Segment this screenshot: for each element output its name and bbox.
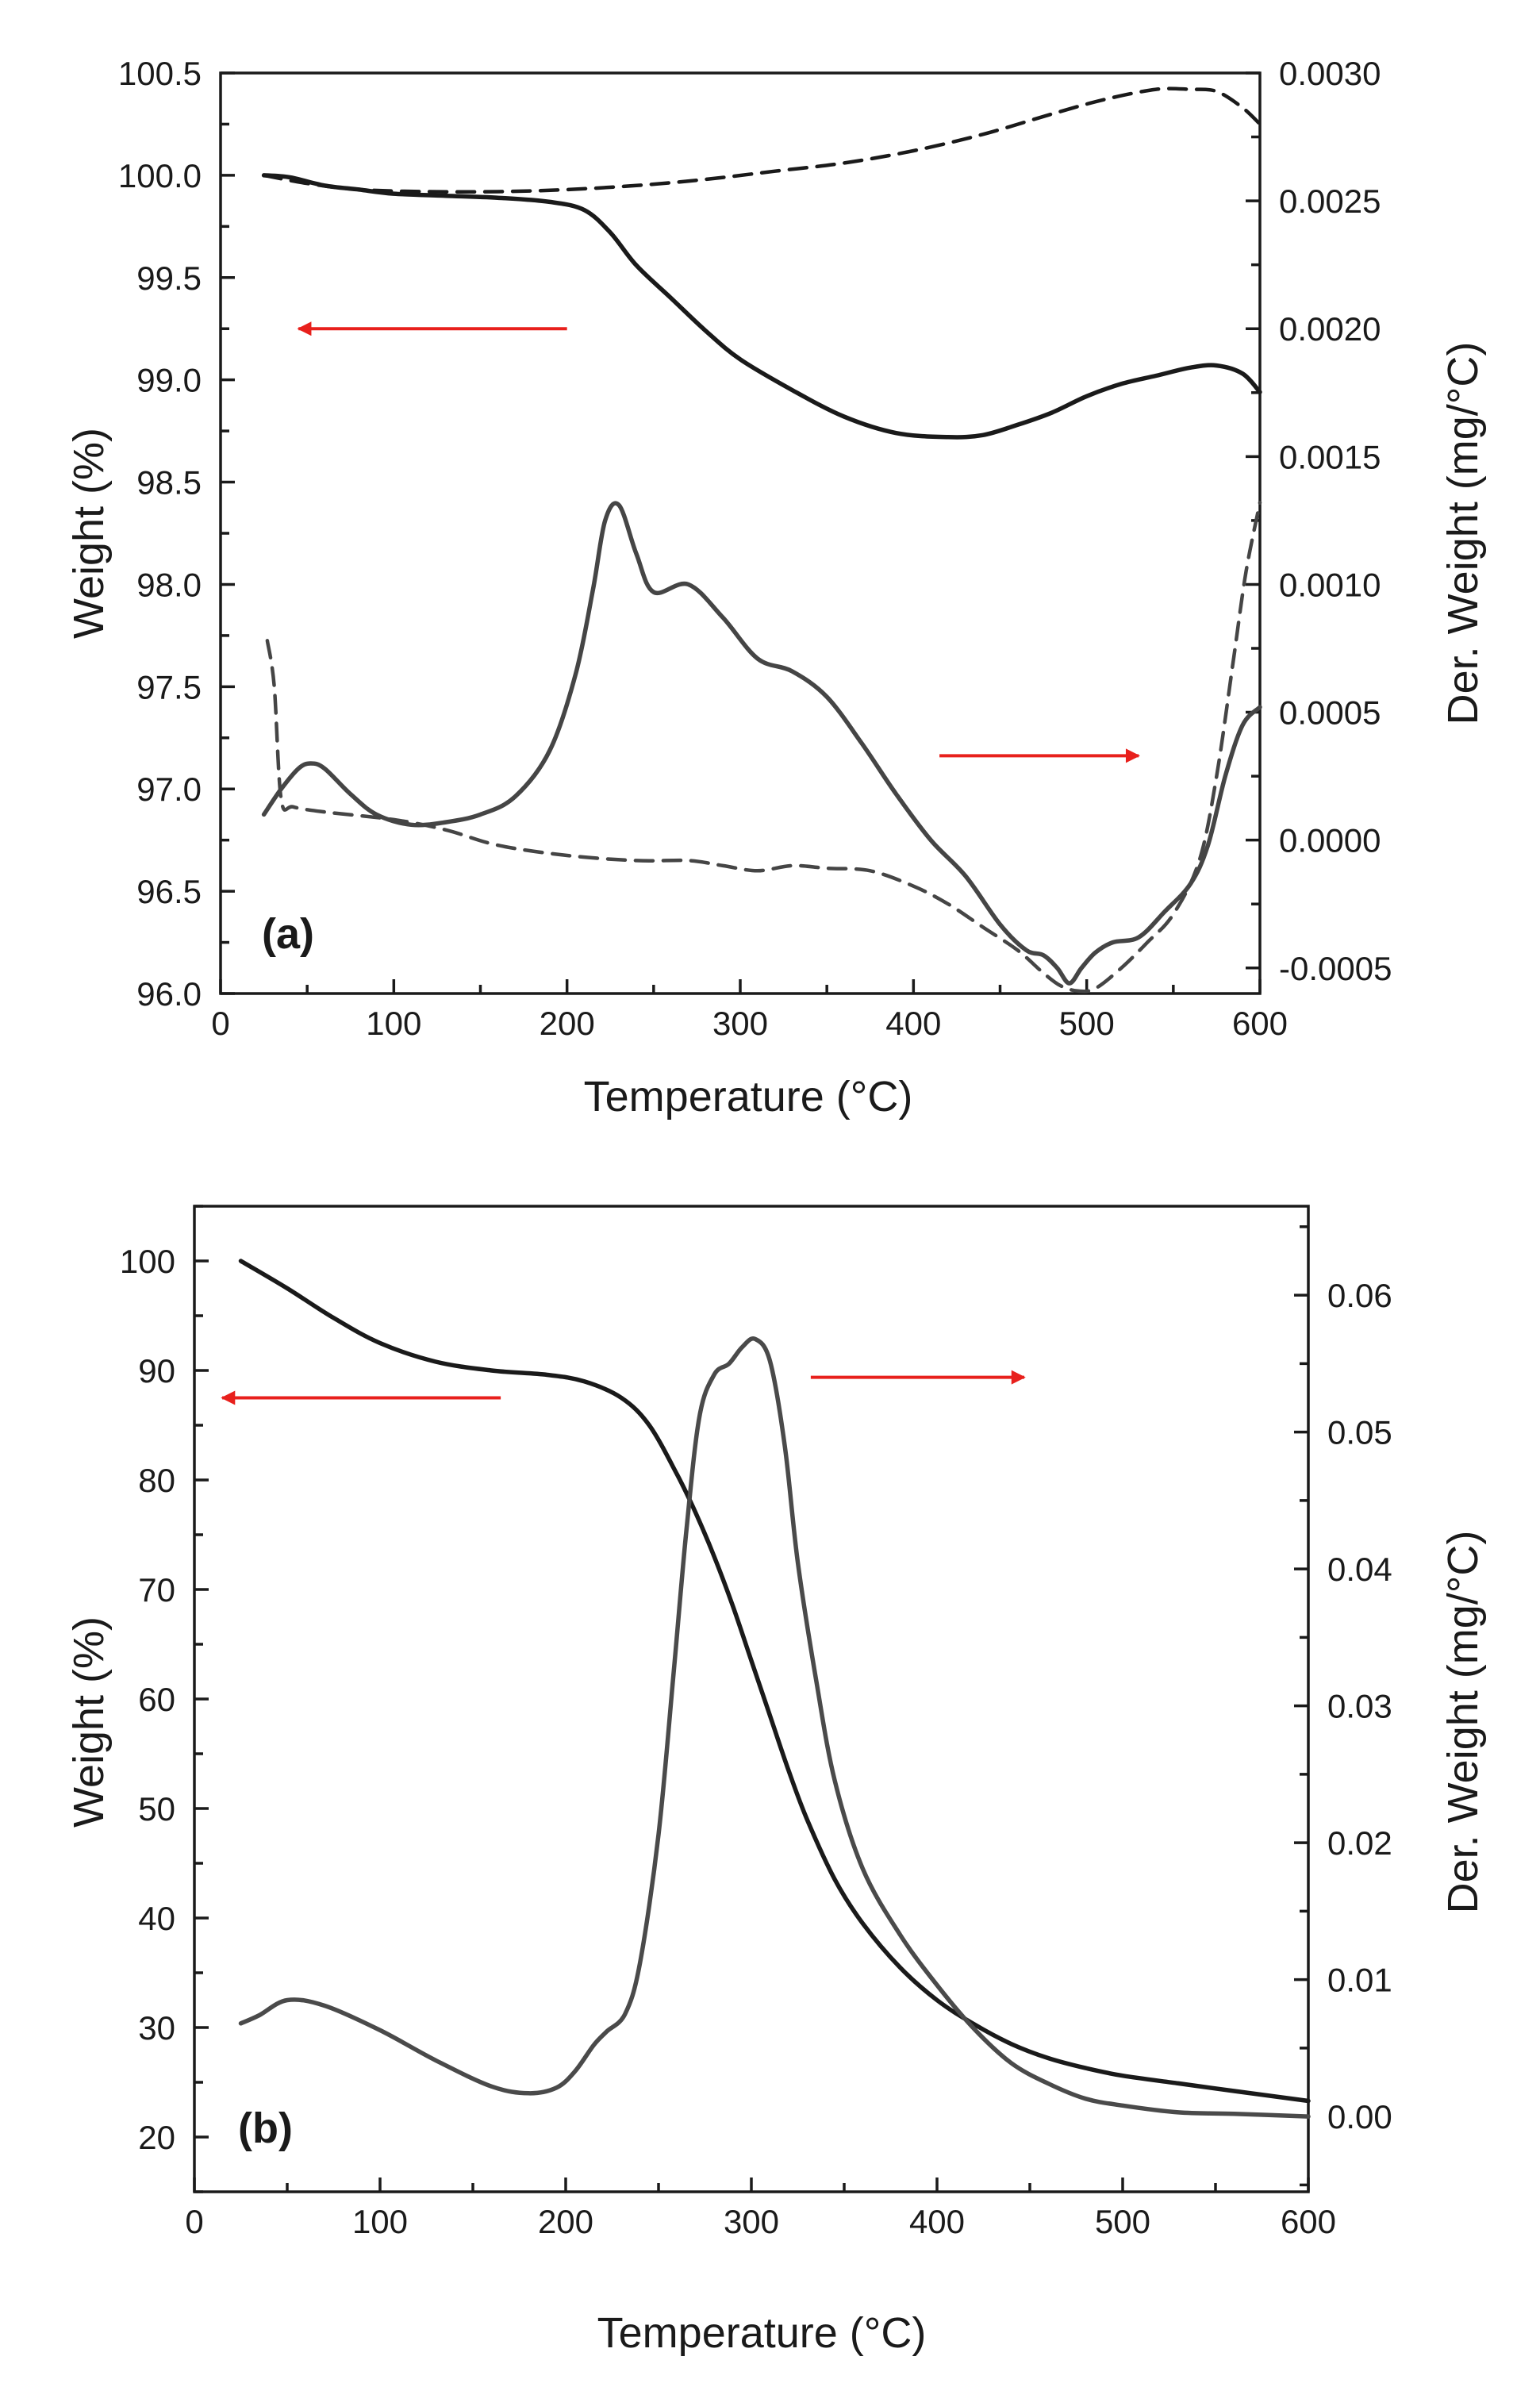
x-tick-label: 400: [909, 2203, 965, 2240]
x-tick-label: 100: [352, 2203, 408, 2240]
panel-a-label: (a): [262, 910, 314, 958]
y-left-tick-label: 100.0: [118, 157, 202, 194]
panel-a-series-2-dashed-left: [262, 86, 1262, 194]
y-left-tick-label: 100: [120, 1243, 175, 1280]
y-right-tick-label: 0.0005: [1279, 694, 1381, 732]
x-tick-label: 600: [1232, 1005, 1288, 1042]
y-left-tick-label: 20: [138, 2119, 175, 2156]
y-right-tick-label: 0.0010: [1279, 566, 1381, 603]
panel-b-x-axis-title: Temperature (°C): [597, 2309, 927, 2357]
panel-a-x-ticks: 0 100 200 300 400 500 600: [211, 979, 1288, 1042]
x-tick-label: 500: [1095, 2203, 1150, 2240]
y-left-tick-label: 96.0: [136, 975, 202, 1013]
y-left-tick-label: 30: [138, 2009, 175, 2047]
y-right-tick-label: -0.0005: [1279, 950, 1392, 987]
x-tick-label: 100: [366, 1005, 421, 1042]
panel-b-series-1-solid-left: [238, 1259, 1311, 2104]
x-tick-label: 300: [712, 1005, 768, 1042]
x-tick-label: 200: [538, 2203, 593, 2240]
panel-a-series-3-solid-right: [261, 501, 1262, 986]
panel-a: 0 100 200 300 400 500 600 96.0 96.5 97.0 97.5 98.0…: [65, 55, 1487, 1120]
x-tick-label: 500: [1059, 1005, 1115, 1042]
panel-b-plot-frame: [193, 1205, 1310, 2193]
panel-b-y-right-axis-title: Der. Weight (mg/°C): [1439, 1531, 1487, 1914]
panel-a-y-right-ticks: -0.0005 0.0000 0.0005 0.0010 0.0015 0.0020 0.0…: [1246, 55, 1392, 987]
y-left-tick-label: 100.5: [118, 55, 202, 92]
panel-a-series-4-dashed-right: [265, 501, 1262, 994]
panel-a-y-right-axis-title: Der. Weight (mg/°C): [1439, 342, 1487, 725]
panel-b-series-2-solid-right: [238, 1336, 1311, 2119]
y-left-tick-label: 50: [138, 1790, 175, 1828]
y-right-tick-label: 0.01: [1327, 1962, 1392, 1999]
y-left-tick-label: 99.0: [136, 362, 202, 399]
y-left-tick-label: 98.0: [136, 566, 202, 603]
panel-a-y-left-ticks: 96.0 96.5 97.0 97.5 98.0 98.5 99.0 99.5 100.0 100…: [118, 55, 235, 1013]
y-right-tick-label: 0.0015: [1279, 438, 1381, 475]
y-left-tick-label: 98.5: [136, 464, 202, 502]
y-right-tick-label: 0.02: [1327, 1824, 1392, 1862]
panel-b-arrows: [221, 1370, 1026, 1405]
y-left-tick-label: 97.0: [136, 771, 202, 808]
y-left-tick-label: 70: [138, 1571, 175, 1609]
panel-b-y-right-ticks: 0.00 0.01 0.02 0.03 0.04 0.05 0.06: [1294, 1225, 1392, 2187]
panel-b-y-left-ticks: 20 30 40 50 60 70 80 90 100: [120, 1205, 209, 2193]
y-right-tick-label: 0.0030: [1279, 55, 1381, 92]
x-tick-label: 200: [540, 1005, 595, 1042]
panel-a-series: [261, 86, 1262, 994]
panel-a-arrows: [297, 321, 1140, 763]
panel-b-y-left-axis-title: Weight (%): [65, 1616, 113, 1828]
x-tick-label: 0: [211, 1005, 229, 1042]
panel-b: 0 100 200 300 400 500 600 2030405060708090100 …: [65, 1205, 1487, 2357]
y-left-tick-label: 96.5: [136, 873, 202, 910]
x-tick-label: 300: [724, 2203, 779, 2240]
y-right-tick-label: 0.03: [1327, 1688, 1392, 1725]
x-tick-label: 600: [1281, 2203, 1336, 2240]
panel-a-y-left-axis-title: Weight (%): [65, 428, 113, 639]
y-right-tick-label: 0.06: [1327, 1277, 1392, 1314]
panel-b-x-ticks: 0 100 200 300 400 500 600: [185, 2178, 1336, 2240]
y-right-tick-label: 0.0025: [1279, 183, 1381, 220]
panel-b-label: (b): [238, 2104, 293, 2152]
y-left-tick-label: 97.5: [136, 668, 202, 705]
y-left-tick-label: 90: [138, 1352, 175, 1390]
y-left-tick-label: 60: [138, 1681, 175, 1718]
y-left-tick-label: 80: [138, 1462, 175, 1499]
panel-a-plot-frame: [219, 71, 1262, 995]
y-left-tick-label: 40: [138, 1900, 175, 1937]
x-tick-label: 400: [885, 1005, 941, 1042]
y-left-tick-label: 99.5: [136, 259, 202, 297]
x-tick-label: 0: [185, 2203, 203, 2240]
y-right-tick-label: 0.00: [1327, 2098, 1392, 2135]
panel-a-series-1-solid-left: [261, 173, 1262, 440]
y-right-tick-label: 0.0020: [1279, 310, 1381, 348]
panel-b-series: [238, 1259, 1311, 2119]
y-right-tick-label: 0.05: [1327, 1414, 1392, 1451]
y-right-tick-label: 0.04: [1327, 1551, 1392, 1588]
y-right-tick-label: 0.0000: [1279, 822, 1381, 859]
panel-a-x-axis-title: Temperature (°C): [584, 1073, 913, 1120]
